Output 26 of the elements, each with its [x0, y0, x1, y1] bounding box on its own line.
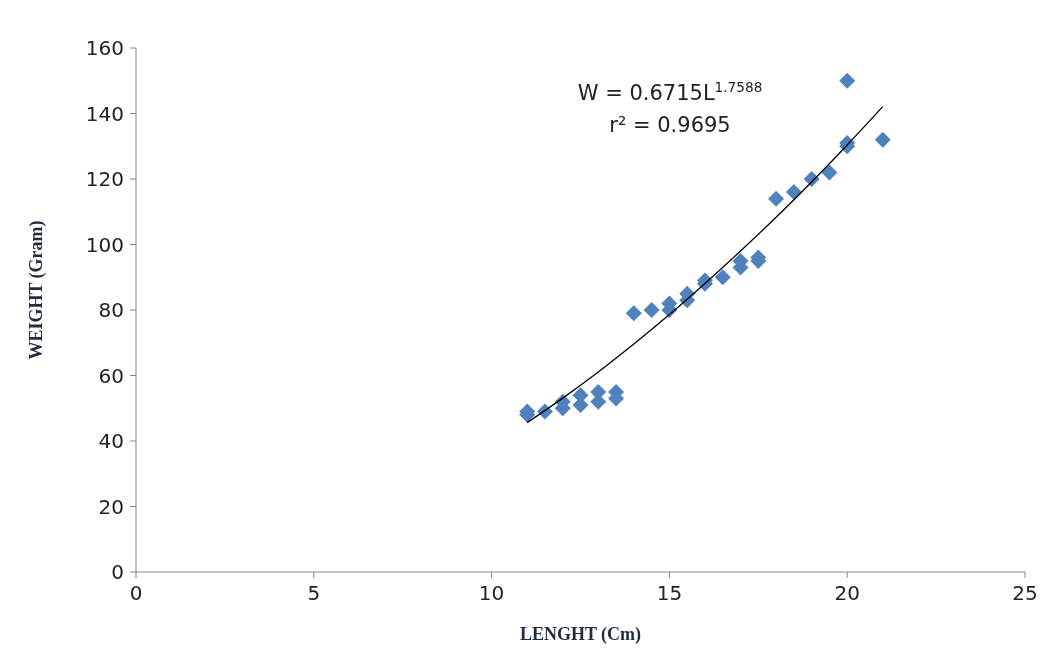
x-tick-label: 10 [478, 581, 505, 605]
x-tick-label: 25 [1012, 581, 1038, 605]
x-tick-label: 5 [307, 581, 321, 605]
y-tick-label: 20 [98, 494, 124, 519]
x-tick-label: 0 [129, 581, 143, 605]
point [714, 269, 731, 286]
annotation: r² = 0.9695 [609, 113, 731, 137]
y-tick-label: 40 [98, 429, 124, 453]
point [643, 302, 660, 318]
y-tick-label: 80 [98, 298, 124, 322]
x-tick-label: 15 [656, 581, 683, 605]
annotation: W = 0.6715L$^{1.7588}$ [577, 79, 763, 105]
y-tick-label: 120 [85, 167, 124, 191]
y-axis-title: WEIGHT (Gram) [26, 220, 47, 360]
point [785, 184, 802, 201]
y-tick-label: 140 [85, 101, 124, 126]
point [874, 131, 891, 148]
point [768, 190, 785, 207]
x-tick-label: 20 [834, 581, 860, 605]
y-tick-label: 160 [85, 36, 124, 60]
y-tick-label: 60 [98, 363, 124, 388]
point [839, 72, 856, 89]
y-tick-label: 0 [111, 560, 124, 584]
x-axis-title: LENGHT (Cm) [519, 624, 642, 645]
point [625, 305, 642, 322]
y-tick-label: 100 [85, 232, 124, 257]
